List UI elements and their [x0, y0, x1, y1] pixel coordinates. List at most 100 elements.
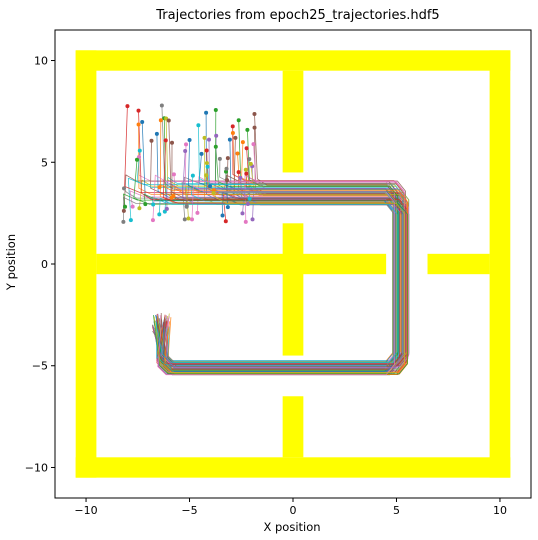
start-point: [204, 110, 209, 115]
start-point: [224, 166, 229, 171]
trajectory-line: [160, 113, 396, 366]
trajectory-line: [153, 185, 409, 364]
trajectory-line: [158, 118, 405, 366]
start-point: [199, 151, 204, 156]
trajectory-line: [158, 129, 399, 371]
start-point: [248, 161, 253, 166]
start-point: [140, 120, 145, 125]
start-point: [164, 206, 169, 211]
trajectory-line: [161, 112, 394, 372]
start-point: [220, 213, 225, 218]
start-point: [227, 137, 232, 142]
x-axis-label: X position: [263, 520, 320, 534]
start-point: [121, 219, 126, 224]
wall-segment: [489, 50, 511, 478]
start-point: [149, 138, 154, 143]
trajectory-line: [157, 125, 404, 364]
trajectory-line: [159, 191, 398, 370]
wall-segment: [75, 457, 511, 478]
start-point: [244, 146, 249, 151]
trajectory-line: [157, 185, 397, 374]
start-point: [202, 135, 207, 140]
start-point: [137, 206, 142, 211]
y-tick-label: 0: [41, 258, 48, 271]
trajectory-line: [156, 175, 400, 366]
wall-segment: [427, 253, 490, 275]
trajectory-line: [155, 197, 398, 363]
wall-segment: [282, 223, 304, 356]
start-point: [251, 142, 256, 147]
trajectory-line: [158, 105, 405, 365]
trajectory-line: [157, 177, 395, 375]
start-point: [162, 209, 167, 214]
start-point: [224, 169, 229, 174]
start-point: [190, 173, 195, 178]
start-point: [204, 161, 209, 166]
trajectory-line: [157, 198, 399, 370]
maze-walls: [75, 50, 511, 478]
start-point: [236, 118, 241, 123]
trajectory-line: [157, 120, 401, 365]
x-tick-label: −5: [181, 504, 197, 517]
trajectory-line: [155, 183, 410, 366]
start-points: [121, 103, 257, 224]
start-point: [244, 171, 249, 176]
start-point: [243, 219, 248, 224]
trajectory-line: [155, 139, 406, 362]
start-point: [169, 195, 174, 200]
start-point: [236, 170, 241, 175]
trajectory-lines: [123, 105, 410, 376]
start-point: [250, 217, 255, 222]
start-point: [247, 196, 252, 201]
start-point: [137, 148, 142, 153]
start-point: [233, 135, 238, 140]
trajectory-line: [163, 139, 396, 372]
start-point: [136, 108, 141, 113]
start-point: [158, 118, 163, 123]
trajectory-line: [141, 121, 393, 365]
trajectory-line: [156, 120, 401, 363]
start-point: [223, 219, 228, 224]
start-point: [204, 148, 209, 153]
start-point: [225, 156, 230, 161]
trajectory-line: [156, 132, 406, 373]
trajectory-line: [157, 185, 395, 376]
start-point: [184, 142, 189, 147]
start-point: [196, 123, 201, 128]
start-point: [171, 172, 176, 177]
start-point: [252, 125, 257, 130]
start-point: [122, 186, 127, 191]
start-point: [213, 108, 218, 113]
start-point: [187, 137, 192, 142]
trajectory-line: [158, 140, 403, 365]
y-tick-label: 10: [34, 55, 48, 68]
start-point: [154, 131, 159, 136]
start-point: [121, 208, 126, 213]
trajectory-line: [123, 196, 395, 368]
start-point: [183, 149, 188, 154]
x-tick-label: 10: [493, 504, 507, 517]
start-point: [204, 173, 209, 178]
start-point: [205, 164, 210, 169]
trajectory-line: [152, 126, 403, 363]
wall-segment: [75, 50, 97, 478]
trajectory-line: [160, 188, 397, 370]
start-point: [166, 118, 171, 123]
start-point: [247, 157, 252, 162]
trajectory-line: [159, 184, 408, 373]
start-point: [214, 133, 219, 138]
start-point: [230, 131, 235, 136]
start-point: [206, 137, 211, 142]
start-point: [211, 190, 216, 195]
start-point: [170, 140, 175, 145]
y-tick-label: 5: [41, 156, 48, 169]
start-point: [245, 202, 250, 207]
start-point: [230, 124, 235, 129]
trajectory-line: [157, 190, 406, 375]
x-tick-label: 0: [290, 504, 297, 517]
trajectory-line: [162, 137, 402, 369]
start-point: [143, 202, 148, 207]
trajectory-line: [159, 176, 399, 376]
trajectory-line: [129, 190, 409, 367]
